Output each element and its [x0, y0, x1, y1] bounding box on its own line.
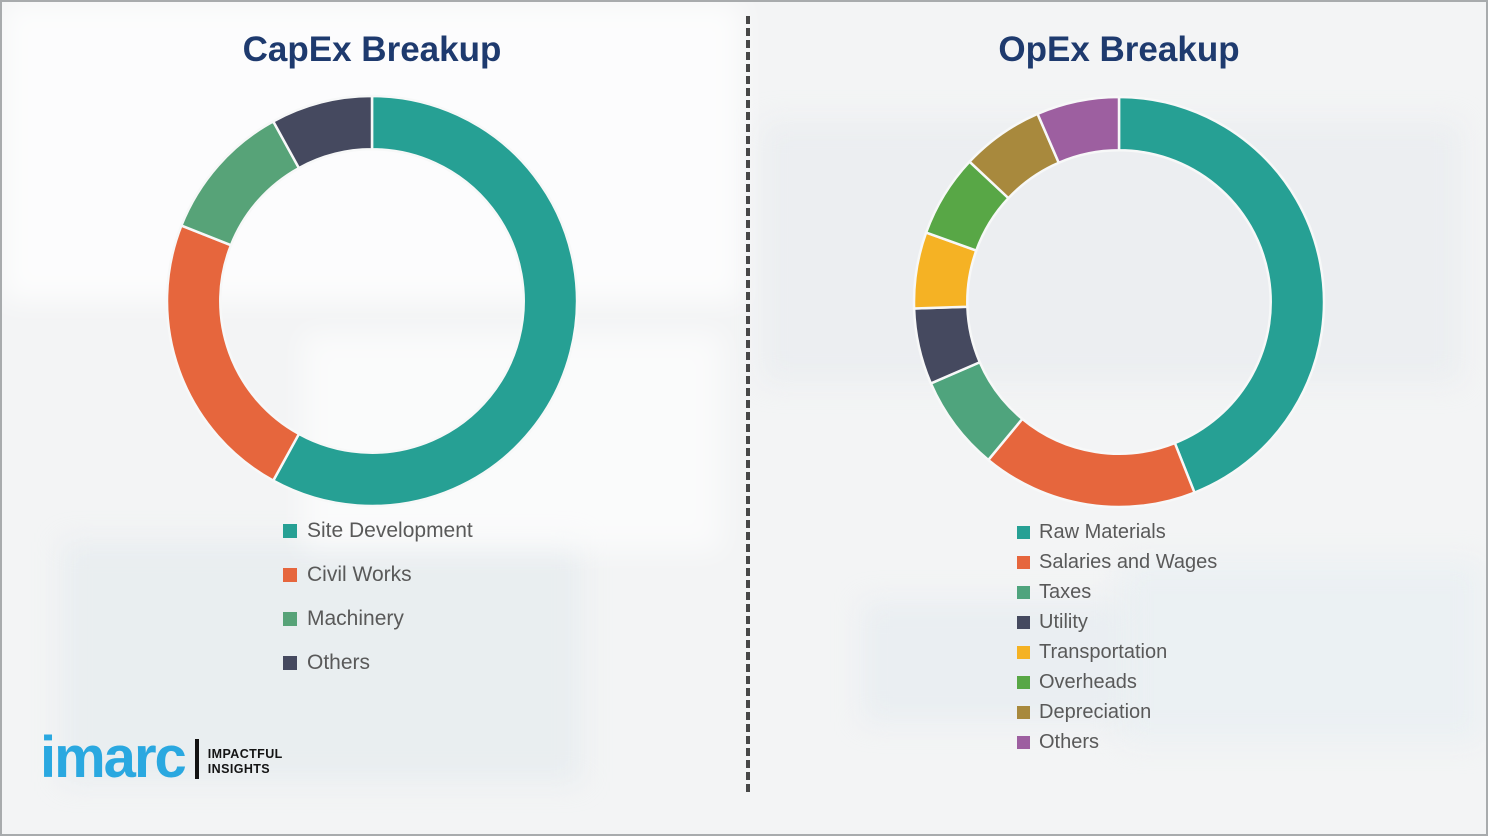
legend-swatch-others: [283, 656, 297, 670]
legend-item-salaries-and-wages: Salaries and Wages: [1017, 547, 1217, 577]
opex-chart-title: OpEx Breakup: [998, 30, 1240, 69]
legend-label-others: Others: [1039, 730, 1100, 753]
capex-chart-title: CapEx Breakup: [242, 30, 502, 69]
legend-item-machinery: Machinery: [283, 597, 473, 641]
legend-swatch-taxes: [1017, 585, 1030, 599]
legend-label-utility: Utility: [1039, 610, 1088, 633]
legend-item-others: Others: [1017, 727, 1217, 757]
imarc-brand-text: imarc: [40, 725, 187, 790]
capex-legend: Site Development Civil Works Machinery Othe…: [283, 509, 473, 685]
legend-item-raw-materials: Raw Materials: [1017, 517, 1217, 547]
legend-swatch-machinery: [283, 612, 297, 626]
donut-segment-others: [1036, 95, 1121, 165]
legend-item-civil-works: Civil Works: [283, 553, 473, 597]
legend-swatch-utility: [1017, 615, 1030, 629]
imarc-logo: imarc IMPACTFUL INSIGHTS: [40, 725, 283, 790]
legend-swatch-transportation: [1017, 645, 1030, 659]
donut-segment-machinery: [180, 120, 301, 247]
imarc-tagline-line2: INSIGHTS: [207, 762, 271, 777]
legend-swatch-depreciation: [1017, 705, 1030, 719]
legend-label-overheads: Overheads: [1039, 670, 1137, 693]
donut-segment-others: [271, 94, 374, 170]
opex-donut-chart: [912, 95, 1326, 509]
legend-label-raw-materials: Raw Materials: [1039, 520, 1166, 543]
legend-item-others: Others: [283, 641, 473, 685]
imarc-tagline-line1: IMPACTFUL: [207, 746, 283, 761]
donut-segment-salaries-and-wages: [987, 417, 1196, 509]
legend-swatch-salaries-and-wages: [1017, 555, 1030, 569]
opex-legend: Raw Materials Salaries and Wages Taxes Util…: [1017, 517, 1217, 757]
imarc-logo-divider-bar: [194, 739, 199, 780]
legend-item-overheads: Overheads: [1017, 667, 1217, 697]
legend-item-depreciation: Depreciation: [1017, 697, 1217, 727]
legend-item-site-development: Site Development: [283, 509, 473, 553]
legend-label-site-development: Site Development: [307, 519, 473, 542]
legend-item-taxes: Taxes: [1017, 577, 1217, 607]
legend-swatch-overheads: [1017, 675, 1030, 689]
donut-segment-raw-materials: [1117, 95, 1326, 494]
donut-segment-site-development: [271, 94, 579, 508]
legend-swatch-raw-materials: [1017, 525, 1030, 539]
dashed-divider-line: [746, 16, 750, 792]
legend-label-depreciation: Depreciation: [1039, 700, 1152, 723]
capex-donut-chart: [165, 94, 579, 508]
legend-label-civil-works: Civil Works: [307, 563, 412, 586]
legend-item-transportation: Transportation: [1017, 637, 1217, 667]
legend-label-taxes: Taxes: [1039, 580, 1092, 603]
donut-segment-civil-works: [165, 224, 301, 482]
legend-swatch-civil-works: [283, 568, 297, 582]
legend-label-machinery: Machinery: [307, 607, 404, 630]
legend-swatch-others: [1017, 735, 1030, 749]
legend-swatch-site-development: [283, 524, 297, 538]
legend-item-utility: Utility: [1017, 607, 1217, 637]
legend-label-transportation: Transportation: [1039, 640, 1168, 663]
legend-label-salaries-and-wages: Salaries and Wages: [1039, 550, 1218, 573]
imarc-tagline: IMPACTFUL INSIGHTS: [208, 747, 283, 778]
legend-label-others: Others: [307, 651, 371, 674]
